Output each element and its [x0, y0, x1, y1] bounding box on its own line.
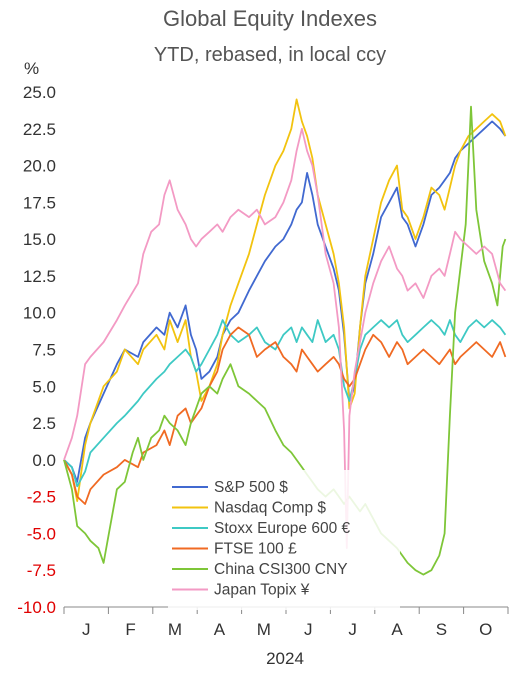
y-tick-label: -5.0 — [27, 524, 56, 543]
y-tick-label: 20.0 — [23, 157, 56, 176]
series-lines — [63, 98, 507, 576]
x-tick-label: J — [348, 620, 357, 639]
series-line-3 — [63, 326, 507, 505]
legend-label: Stoxx Europe 600 € — [214, 520, 351, 537]
x-tick-label: J — [82, 620, 91, 639]
y-tick-label: 12.5 — [23, 267, 56, 286]
y-tick-label: -10.0 — [17, 598, 56, 617]
y-tick-label: 7.5 — [32, 341, 56, 360]
y-axis: 25.0 22.5 20.0 17.5 15.0 12.5 10.0 7.5 5.0 2.5 0.0… — [17, 83, 56, 617]
legend-background — [168, 470, 400, 610]
series-line-4 — [63, 105, 507, 576]
x-tick-label: A — [391, 620, 403, 639]
chart-title: Global Equity Indexes — [163, 6, 377, 31]
x-tick-label: O — [479, 620, 492, 639]
y-tick-label: 5.0 — [32, 377, 56, 396]
chart-subtitle: YTD, rebased, in local ccy — [154, 44, 386, 66]
x-tick-label: S — [436, 620, 447, 639]
x-tick-label: F — [125, 620, 135, 639]
x-tick-label: M — [257, 620, 271, 639]
y-tick-label: 2.5 — [32, 414, 56, 433]
y-tick-label: 10.0 — [23, 304, 56, 323]
series-line-2 — [63, 319, 507, 488]
x-axis-year-label: 2024 — [266, 649, 304, 668]
series-line-1 — [63, 98, 507, 502]
legend-label: FTSE 100 £ — [214, 541, 297, 558]
y-tick-label: -7.5 — [27, 561, 56, 580]
legend-label: S&P 500 $ — [214, 479, 288, 496]
legend: S&P 500 $ Nasdaq Comp $ Stoxx Europe 600 €… — [172, 479, 351, 599]
x-tick-label: A — [214, 620, 226, 639]
legend-label: Japan Topix ¥ — [214, 582, 310, 599]
y-tick-label: -2.5 — [27, 488, 56, 507]
legend-label: Nasdaq Comp $ — [214, 500, 326, 517]
y-tick-label: 25.0 — [23, 83, 56, 102]
series-line-5 — [63, 127, 507, 549]
series-line-0 — [63, 120, 507, 483]
legend-label: China CSI300 CNY — [214, 561, 348, 578]
x-tick-label: J — [304, 620, 313, 639]
y-tick-label: 22.5 — [23, 120, 56, 139]
y-tick-label: 15.0 — [23, 230, 56, 249]
y-axis-unit-label: % — [24, 59, 39, 78]
y-tick-label: 0.0 — [32, 451, 56, 470]
y-tick-label: 17.5 — [23, 193, 56, 212]
x-tick-label: M — [168, 620, 182, 639]
